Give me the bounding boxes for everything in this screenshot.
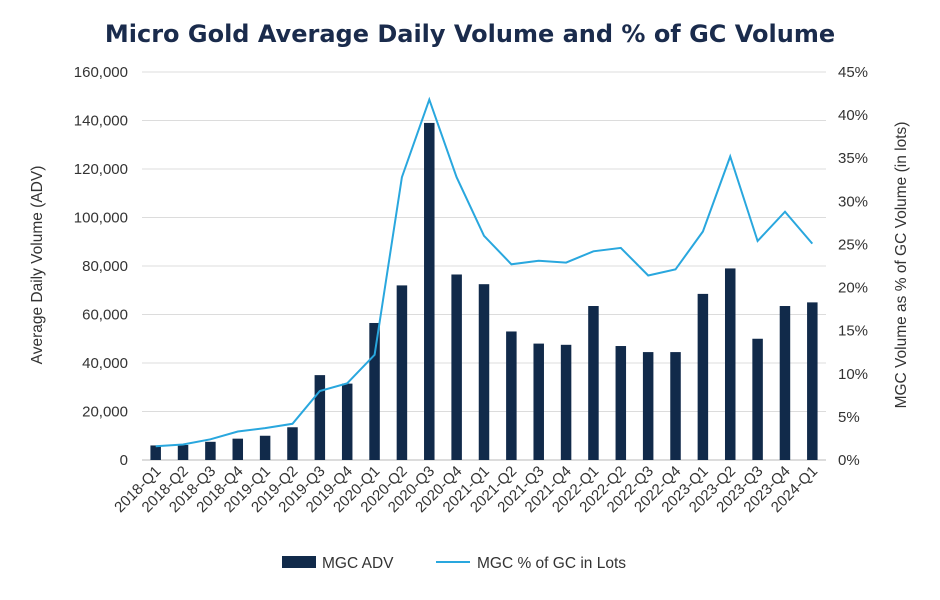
- left-tick-label: 120,000: [74, 161, 128, 178]
- right-axis-ticks: 0% 5% 10% 15% 20% 25% 30% 35% 40% 45%: [838, 64, 868, 469]
- left-tick-label: 20,000: [82, 404, 128, 421]
- bar: [506, 331, 517, 460]
- left-tick-label: 100,000: [74, 210, 128, 227]
- legend-bar-label: MGC ADV: [322, 555, 394, 572]
- bar: [588, 306, 599, 460]
- bar: [150, 445, 161, 460]
- left-tick-label: 160,000: [74, 64, 128, 81]
- bar: [697, 293, 709, 460]
- right-tick-label: 5%: [838, 409, 860, 426]
- bar: [424, 122, 435, 461]
- bar: [642, 352, 654, 460]
- left-axis-title: Average Daily Volume (ADV): [29, 166, 46, 365]
- bar: [341, 383, 353, 460]
- bar: [314, 375, 326, 460]
- right-tick-label: 45%: [838, 64, 868, 81]
- bar: [779, 306, 791, 460]
- bar: [232, 438, 244, 460]
- left-tick-label: 60,000: [82, 307, 128, 324]
- legend-bar-swatch: [282, 556, 316, 568]
- bar: [533, 343, 544, 460]
- left-axis-ticks: 0 20,000 40,000 60,000 80,000 100,000 120,000 1…: [74, 64, 128, 469]
- chart-title: Micro Gold Average Daily Volume and % of…: [105, 20, 835, 48]
- line-series: [155, 96, 814, 448]
- bar: [478, 284, 490, 460]
- right-tick-label: 10%: [838, 366, 868, 383]
- bar: [177, 444, 189, 460]
- right-tick-label: 15%: [838, 323, 868, 340]
- bar: [670, 352, 681, 460]
- left-tick-label: 140,000: [74, 113, 128, 130]
- bar-series: [150, 122, 818, 461]
- bar: [451, 274, 462, 460]
- bar: [560, 344, 572, 460]
- right-tick-label: 35%: [838, 150, 868, 167]
- bar: [205, 441, 216, 460]
- right-tick-label: 30%: [838, 193, 868, 210]
- right-tick-label: 0%: [838, 452, 860, 469]
- bar: [287, 427, 298, 460]
- bar: [724, 268, 736, 460]
- legend: MGC ADV MGC % of GC in Lots: [282, 555, 626, 572]
- bar: [807, 302, 818, 460]
- left-tick-label: 80,000: [82, 258, 128, 275]
- bar: [259, 435, 271, 460]
- gridlines: [142, 71, 826, 461]
- right-axis-title: MGC Volume as % of GC Volume (in lots): [893, 122, 910, 409]
- left-tick-label: 0: [120, 452, 128, 469]
- bar: [369, 322, 380, 460]
- right-tick-label: 20%: [838, 280, 868, 297]
- bar: [752, 338, 763, 460]
- right-tick-label: 25%: [838, 236, 868, 253]
- left-tick-label: 40,000: [82, 355, 128, 372]
- right-tick-label: 40%: [838, 107, 868, 124]
- x-axis-ticks: 2018-Q12018-Q22018-Q32018-Q42019-Q12019-…: [111, 463, 821, 516]
- bar: [396, 285, 408, 460]
- bar: [615, 346, 627, 460]
- legend-line-label: MGC % of GC in Lots: [477, 555, 626, 572]
